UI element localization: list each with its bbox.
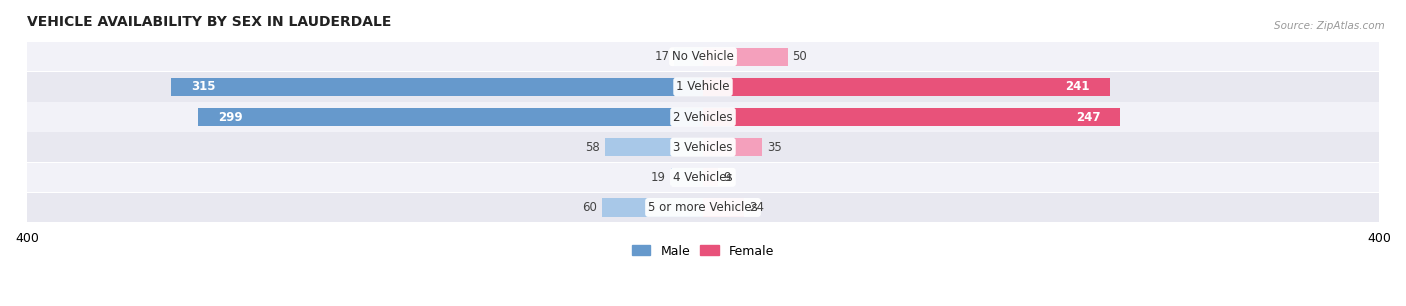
Bar [675, 48, 703, 66]
Text: 2 Vehicles: 2 Vehicles [673, 110, 733, 124]
Text: 247: 247 [1076, 110, 1099, 124]
Bar [27, 193, 1379, 222]
Text: 3 Vehicles: 3 Vehicles [673, 141, 733, 154]
Text: 299: 299 [218, 110, 243, 124]
Bar [703, 48, 787, 66]
Text: 1 Vehicle: 1 Vehicle [676, 80, 730, 93]
Text: Source: ZipAtlas.com: Source: ZipAtlas.com [1274, 21, 1385, 32]
Bar [703, 168, 718, 186]
Bar [27, 42, 1379, 72]
Text: 35: 35 [768, 141, 782, 154]
Text: VEHICLE AVAILABILITY BY SEX IN LAUDERDALE: VEHICLE AVAILABILITY BY SEX IN LAUDERDAL… [27, 15, 391, 29]
Text: 9: 9 [723, 171, 731, 184]
Text: 17: 17 [654, 50, 669, 63]
Bar [27, 102, 1379, 132]
Bar [703, 108, 1121, 126]
Text: 315: 315 [191, 80, 215, 93]
Text: 60: 60 [582, 201, 596, 214]
Bar [27, 162, 1379, 192]
Bar [198, 108, 703, 126]
Bar [703, 198, 744, 217]
Bar [602, 198, 703, 217]
Text: 19: 19 [651, 171, 666, 184]
Text: 50: 50 [793, 50, 807, 63]
Bar [703, 78, 1111, 96]
Legend: Male, Female: Male, Female [627, 240, 779, 263]
Text: 5 or more Vehicles: 5 or more Vehicles [648, 201, 758, 214]
Bar [170, 78, 703, 96]
Bar [605, 138, 703, 156]
Text: 241: 241 [1066, 80, 1090, 93]
Bar [703, 138, 762, 156]
Bar [27, 72, 1379, 102]
Text: 24: 24 [748, 201, 763, 214]
Text: No Vehicle: No Vehicle [672, 50, 734, 63]
Text: 58: 58 [585, 141, 600, 154]
Text: 4 Vehicles: 4 Vehicles [673, 171, 733, 184]
Bar [671, 168, 703, 186]
Bar [27, 132, 1379, 162]
